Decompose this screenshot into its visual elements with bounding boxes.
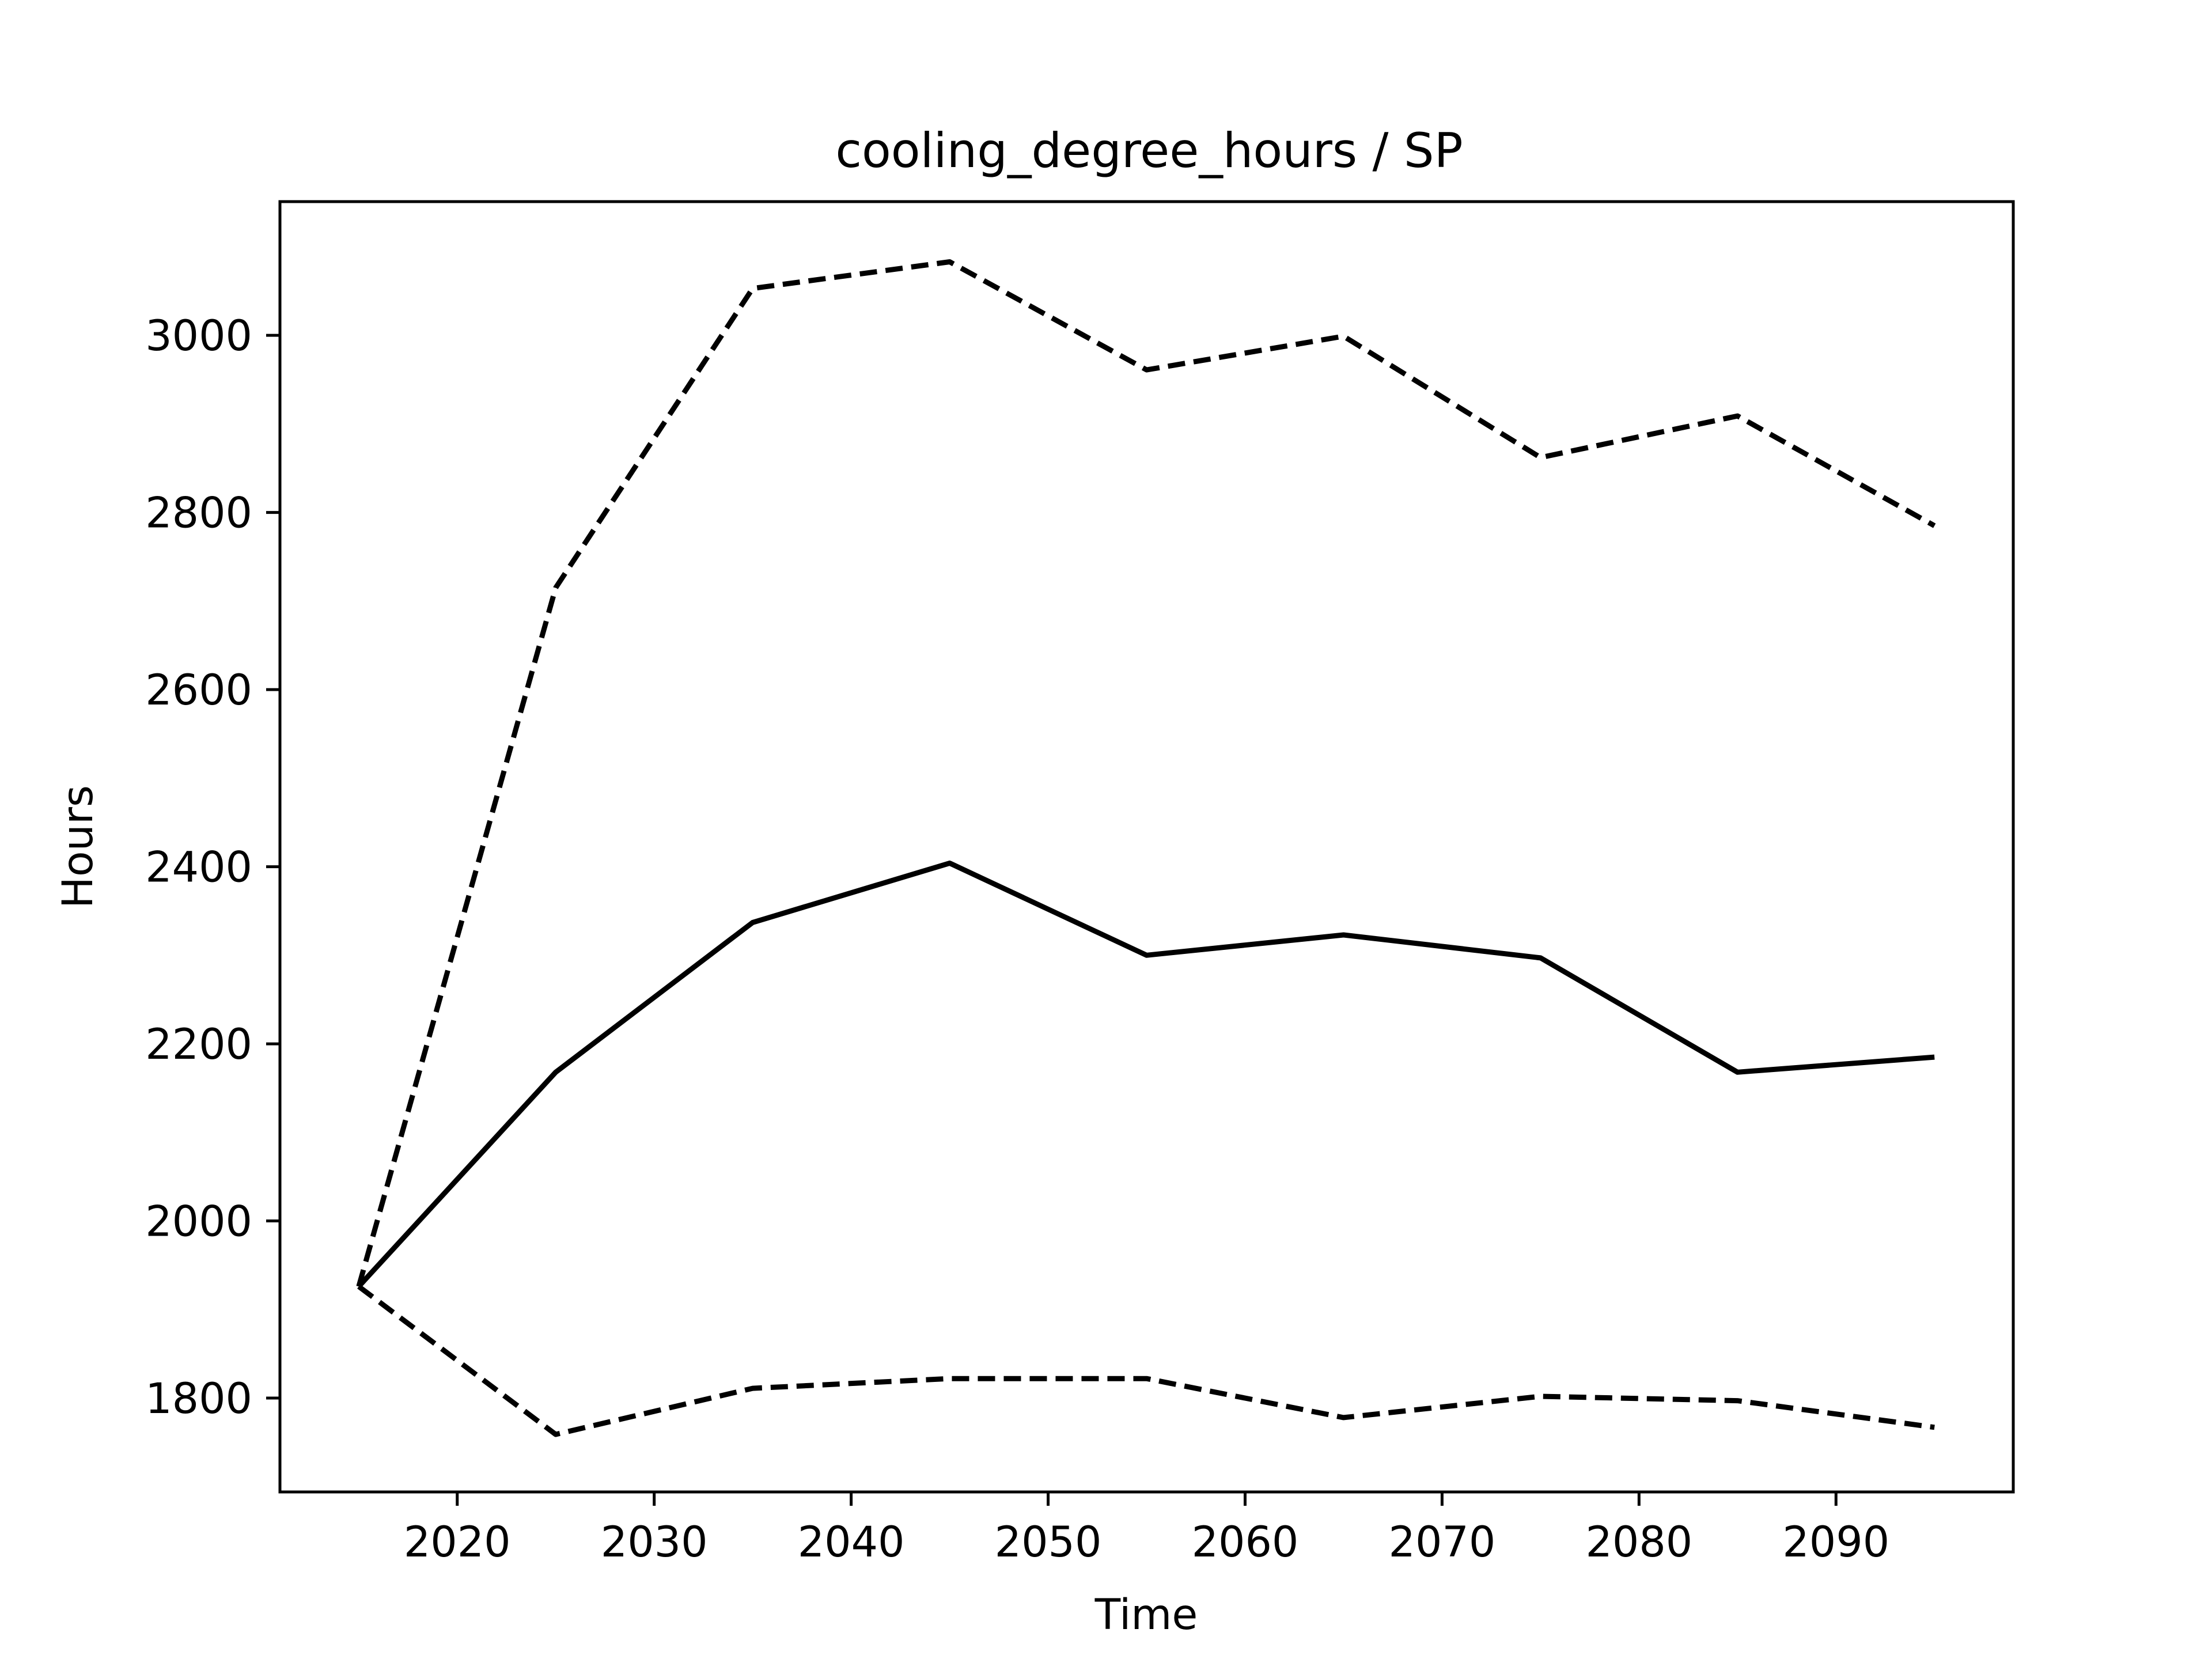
upper-bound-line <box>356 259 1936 1287</box>
x-axis-label: Time <box>1094 1590 1198 1639</box>
plot-area <box>356 259 1936 1437</box>
y-tick-label: 2600 <box>145 666 252 715</box>
y-tick-label: 2800 <box>145 489 252 538</box>
x-tick-label: 2020 <box>404 1518 511 1567</box>
x-tick-label: 2060 <box>1192 1518 1299 1567</box>
x-tick-label: 2040 <box>798 1518 905 1567</box>
y-tick-label: 2400 <box>145 843 252 892</box>
y-axis-label: Hours <box>54 785 103 908</box>
y-tick-label: 1800 <box>145 1374 252 1423</box>
chart-title: cooling_degree_hours / SP <box>835 123 1463 179</box>
x-tick-label: 2090 <box>1782 1518 1889 1567</box>
y-axis: 1800 2000 2200 2400 2600 2800 3000 <box>145 312 280 1423</box>
median-line <box>357 860 1935 1289</box>
x-tick-label: 2030 <box>601 1518 708 1567</box>
y-tick-label: 2200 <box>145 1020 252 1069</box>
x-tick-label: 2050 <box>995 1518 1102 1567</box>
y-tick-label: 3000 <box>145 312 252 361</box>
y-tick-label: 2000 <box>145 1198 252 1247</box>
lower-bound-line <box>357 1284 1935 1437</box>
axes-frame <box>278 200 2015 1494</box>
x-tick-label: 2070 <box>1389 1518 1496 1567</box>
x-tick-label: 2080 <box>1585 1518 1692 1567</box>
x-axis: 2020 2030 2040 2050 2060 2070 2080 2090 <box>404 1492 1889 1567</box>
